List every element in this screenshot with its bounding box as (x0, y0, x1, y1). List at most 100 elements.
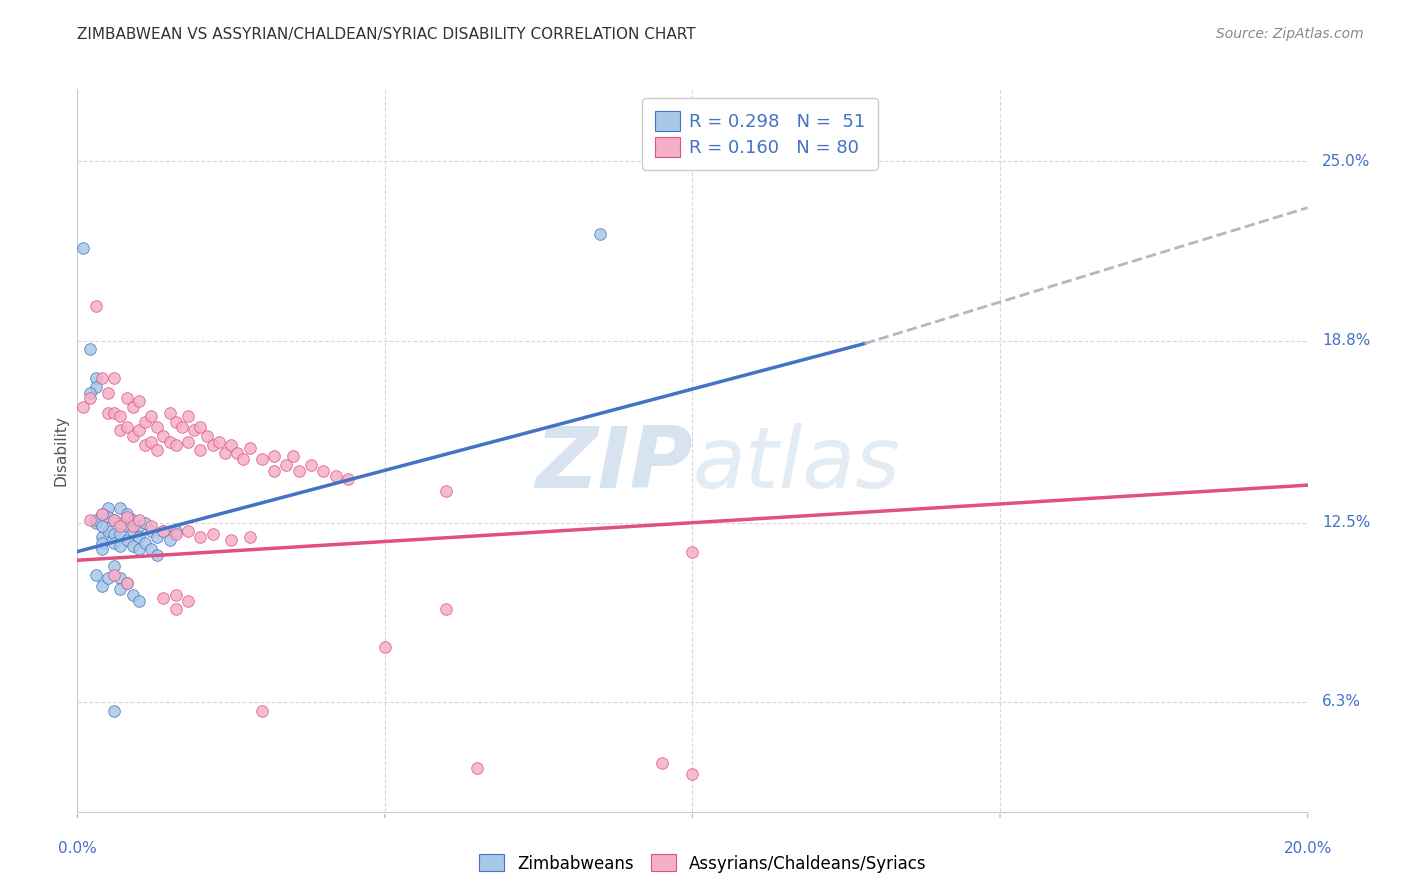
Point (72, 400, 94, 414)
Point (115, 576, 138, 591)
Point (177, 524, 200, 539)
Point (79, 385, 101, 400)
Point (97, 524, 120, 539)
Point (115, 518, 138, 533)
Legend: Zimbabweans, Assyrians/Chaldeans/Syriacs: Zimbabweans, Assyrians/Chaldeans/Syriacs (472, 847, 934, 880)
Point (110, 527, 132, 541)
Point (250, 452, 273, 467)
Point (239, 441, 262, 455)
Text: ZIMBABWEAN VS ASSYRIAN/CHALDEAN/SYRIAC DISABILITY CORRELATION CHART: ZIMBABWEAN VS ASSYRIAN/CHALDEAN/SYRIAC D… (77, 27, 696, 42)
Point (97, 501, 120, 516)
Point (134, 415, 156, 429)
Point (121, 429, 143, 443)
Point (103, 513, 125, 527)
Point (232, 452, 254, 467)
Point (141, 409, 163, 423)
Point (121, 524, 143, 539)
Text: 12.5%: 12.5% (1323, 516, 1371, 530)
Point (115, 507, 138, 521)
Point (146, 443, 169, 458)
Point (141, 541, 163, 556)
Point (281, 449, 304, 463)
Point (152, 429, 174, 443)
Point (226, 446, 249, 460)
Point (110, 539, 132, 553)
Point (374, 640, 396, 654)
Point (159, 406, 181, 420)
Point (72, 241, 94, 255)
Point (436, 483, 458, 498)
Point (146, 548, 169, 562)
Point (165, 415, 187, 429)
Point (115, 510, 138, 524)
Point (115, 392, 138, 406)
Point (128, 394, 150, 409)
Point (121, 400, 143, 414)
Point (90, 507, 114, 521)
Point (177, 434, 200, 449)
Point (589, 227, 612, 241)
Point (152, 591, 174, 605)
Point (90, 536, 114, 550)
Point (263, 464, 285, 478)
Point (103, 704, 125, 718)
Point (128, 593, 150, 607)
Point (115, 420, 138, 434)
Point (146, 530, 169, 544)
Point (219, 533, 242, 547)
Point (219, 438, 242, 452)
Point (84, 380, 107, 394)
Point (239, 530, 262, 544)
Point (110, 501, 132, 516)
Point (165, 527, 187, 541)
Point (682, 544, 704, 558)
Point (165, 588, 187, 602)
Point (110, 571, 132, 585)
Point (121, 588, 143, 602)
Point (177, 409, 200, 423)
Point (170, 420, 193, 434)
Text: 6.3%: 6.3% (1323, 694, 1361, 709)
Point (115, 576, 138, 591)
Point (121, 513, 143, 527)
Point (103, 406, 125, 420)
Point (97, 571, 120, 585)
Point (141, 524, 163, 539)
Point (121, 539, 143, 553)
Legend: R = 0.298   N =  51, R = 0.160   N = 80: R = 0.298 N = 51, R = 0.160 N = 80 (643, 98, 877, 169)
Point (103, 567, 125, 582)
Point (436, 602, 458, 616)
Point (141, 518, 163, 533)
Point (128, 423, 150, 437)
Point (201, 438, 224, 452)
Point (103, 559, 125, 574)
Point (110, 516, 132, 530)
Point (84, 299, 107, 313)
Point (128, 530, 150, 544)
Point (79, 343, 101, 357)
Point (84, 371, 107, 385)
Point (103, 513, 125, 527)
Point (84, 567, 107, 582)
Point (188, 443, 212, 458)
Point (159, 533, 181, 547)
Point (79, 513, 101, 527)
Point (84, 516, 107, 530)
Text: 25.0%: 25.0% (1323, 154, 1371, 169)
Point (90, 579, 114, 593)
Point (214, 446, 236, 460)
Point (115, 533, 138, 547)
Text: 0.0%: 0.0% (58, 840, 97, 855)
Point (128, 513, 150, 527)
Point (110, 518, 132, 533)
Text: 18.8%: 18.8% (1323, 333, 1371, 348)
Point (250, 704, 273, 718)
Point (103, 371, 125, 385)
Point (465, 761, 488, 775)
Point (325, 469, 347, 483)
Point (276, 458, 298, 472)
Point (97, 406, 120, 420)
Point (208, 434, 231, 449)
Point (84, 513, 107, 527)
Point (97, 385, 120, 400)
